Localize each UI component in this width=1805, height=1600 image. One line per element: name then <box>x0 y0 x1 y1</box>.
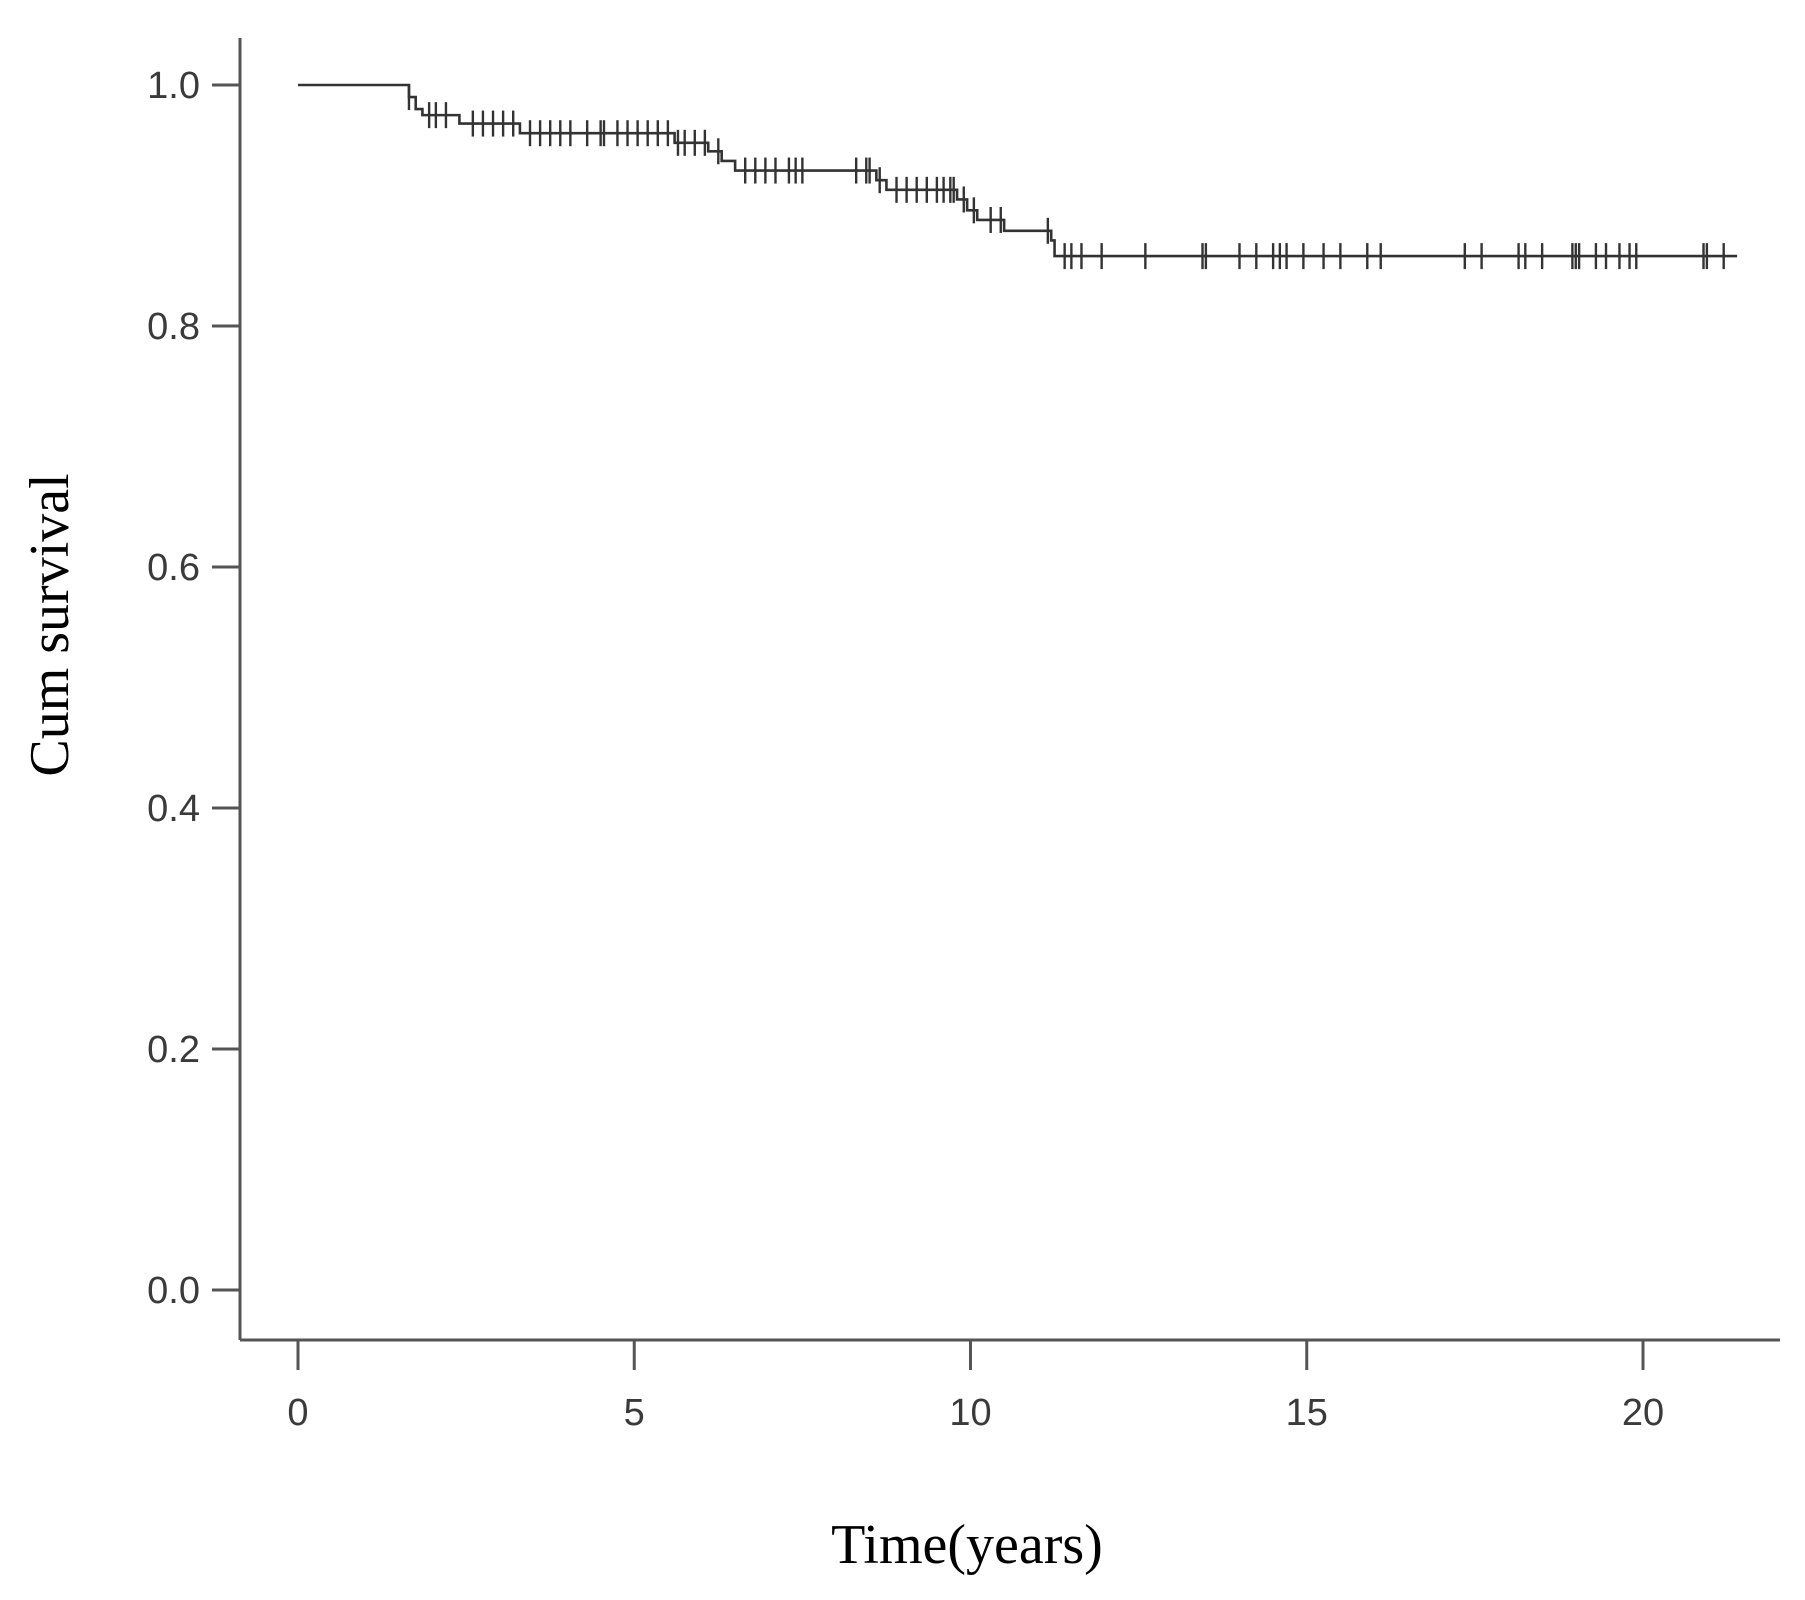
y-tick-label: 0.6 <box>147 547 200 589</box>
x-axis-title: Time(years) <box>831 1514 1103 1576</box>
x-tick-label: 15 <box>1286 1392 1328 1434</box>
x-tick-label: 20 <box>1622 1392 1664 1434</box>
y-tick-label: 0.8 <box>147 306 200 348</box>
axes <box>238 38 1780 1342</box>
y-tick-label: 0.4 <box>147 788 200 830</box>
survival-curve-group <box>298 83 1738 258</box>
x-tick-label: 10 <box>949 1392 991 1434</box>
censor-marks <box>407 84 1725 270</box>
x-tick-label: 5 <box>624 1392 645 1434</box>
x-axis-ticks: 0 5 10 15 20 <box>287 1340 1664 1434</box>
x-tick-label: 0 <box>287 1392 308 1434</box>
survival-curve <box>298 83 1738 258</box>
y-tick-label: 0.2 <box>147 1029 200 1071</box>
y-axis-ticks: 0.0 0.2 0.4 0.6 0.8 1.0 <box>147 65 240 1312</box>
y-tick-label: 1.0 <box>147 65 200 107</box>
y-axis-title: Cum survival <box>19 473 81 776</box>
y-tick-label: 0.0 <box>147 1270 200 1312</box>
